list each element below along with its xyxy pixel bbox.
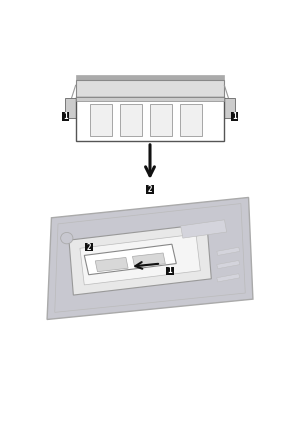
Bar [85,244,93,251]
Polygon shape [95,258,128,272]
Polygon shape [217,261,240,269]
Bar [180,105,202,136]
Text: 1: 1 [232,112,237,121]
Circle shape [61,232,73,244]
Polygon shape [217,274,240,282]
Polygon shape [133,253,165,267]
Bar [76,96,224,142]
Polygon shape [69,224,211,295]
Bar [76,97,224,100]
Polygon shape [84,244,176,275]
Polygon shape [181,220,227,238]
Bar [76,96,224,101]
Bar [120,105,142,136]
Text: 1: 1 [63,112,68,121]
Bar [224,98,236,118]
Text: 2: 2 [86,243,91,252]
Bar [146,185,154,194]
Polygon shape [47,198,253,320]
Bar [90,105,112,136]
Text: 2: 2 [148,185,152,194]
Bar [76,75,224,81]
Polygon shape [217,247,240,255]
Bar [64,98,76,118]
Text: 1: 1 [167,266,172,275]
Bar [150,105,172,136]
Bar [62,113,69,121]
Polygon shape [80,234,200,285]
Bar [166,267,174,275]
Bar [76,80,224,99]
Bar [231,113,238,121]
